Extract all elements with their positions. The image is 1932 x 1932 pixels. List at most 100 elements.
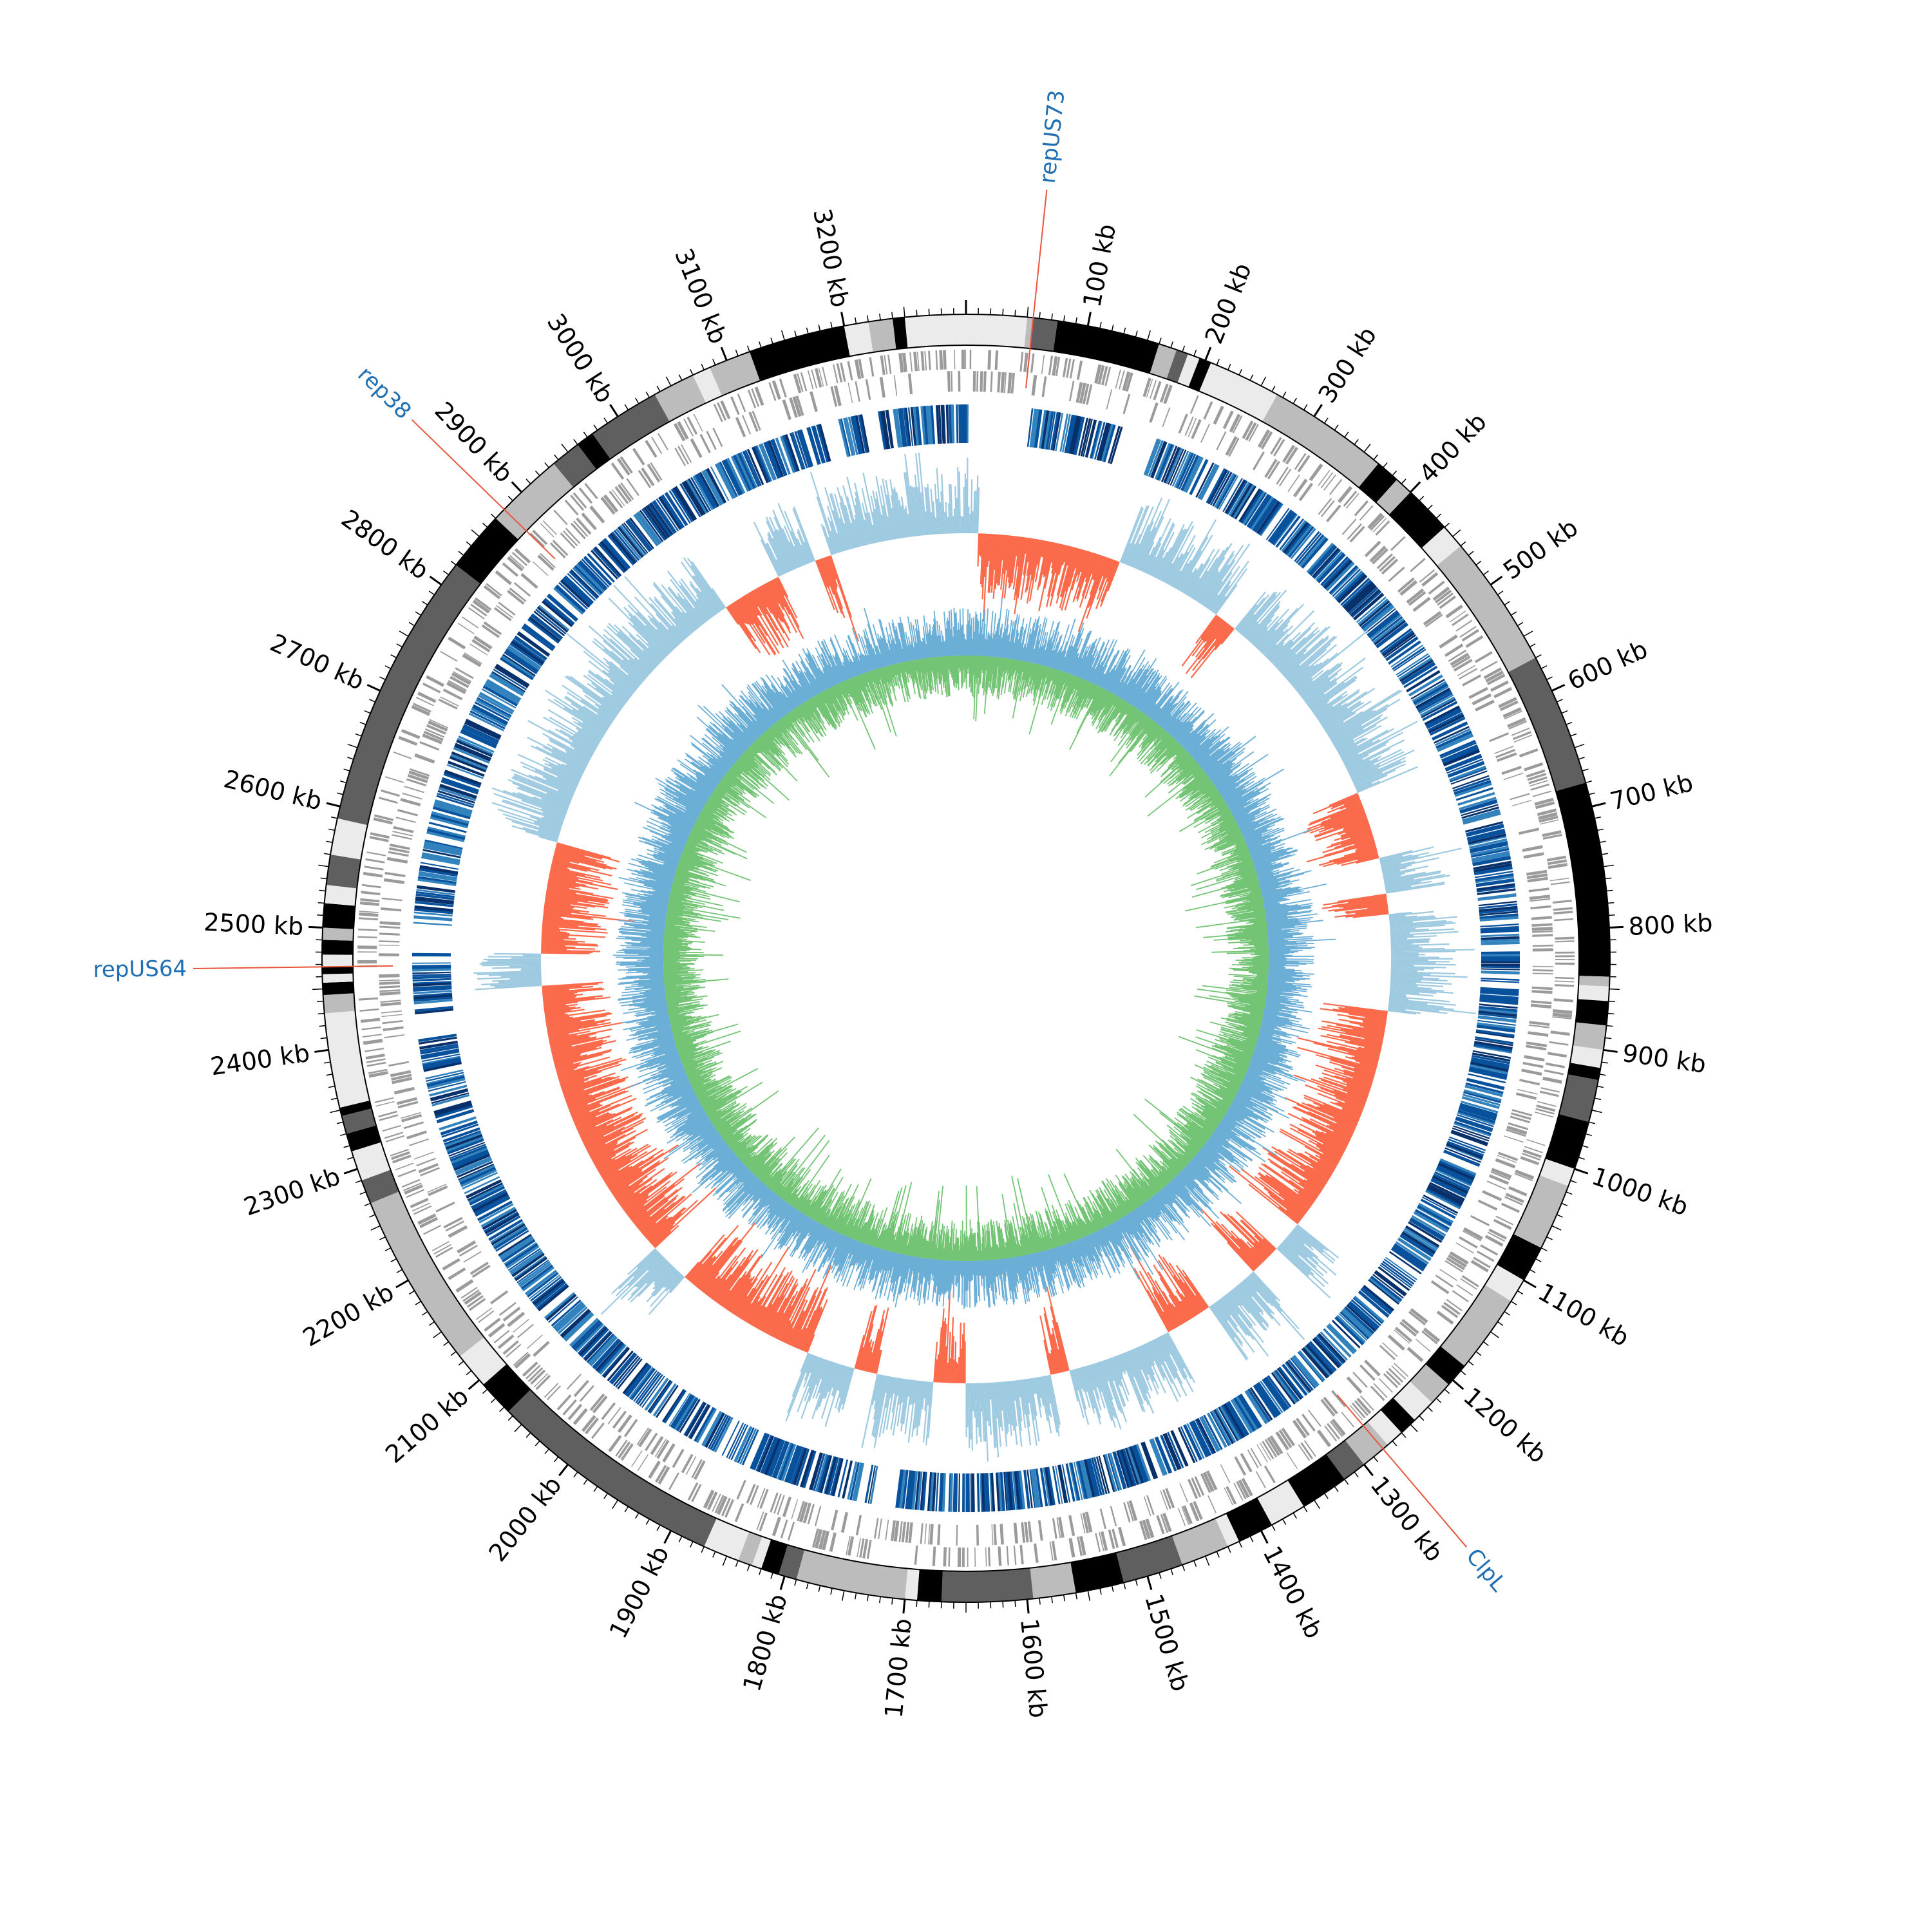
blue-feature-block bbox=[457, 737, 493, 755]
feature-block bbox=[1108, 1530, 1115, 1549]
feature-block bbox=[401, 1179, 421, 1188]
blue-feature-block bbox=[415, 1008, 454, 1015]
blue-feature-block bbox=[592, 1338, 620, 1368]
feature-block bbox=[1394, 1329, 1410, 1344]
skew-bar bbox=[974, 490, 977, 534]
blue-feature-block bbox=[587, 1334, 616, 1365]
blue-feature-block bbox=[1317, 1332, 1347, 1364]
blue-feature-block bbox=[1291, 1356, 1318, 1388]
feature-block bbox=[772, 380, 781, 400]
feature-block bbox=[951, 371, 953, 392]
scale-tick bbox=[319, 1025, 326, 1027]
feature-block bbox=[1526, 769, 1546, 778]
feature-block bbox=[1347, 523, 1362, 540]
scale-tick-label: 200 kb bbox=[1199, 259, 1256, 348]
feature-block bbox=[493, 607, 512, 621]
blue-feature-block bbox=[849, 1462, 860, 1501]
blue-feature-block bbox=[413, 911, 453, 917]
feature-block bbox=[360, 898, 380, 903]
feature-block bbox=[855, 1515, 862, 1536]
blue-feature-block bbox=[726, 1423, 744, 1458]
skew-bar bbox=[1020, 538, 1032, 600]
blue-feature-block bbox=[1374, 1270, 1407, 1296]
blue-feature-block bbox=[1457, 1110, 1496, 1124]
feature-block bbox=[535, 1374, 551, 1390]
ideogram-band bbox=[1555, 782, 1611, 977]
skew-bar bbox=[1315, 1064, 1373, 1083]
feature-block bbox=[690, 438, 703, 459]
blue-feature-block bbox=[900, 408, 907, 447]
feature-block bbox=[422, 734, 442, 744]
feature-block bbox=[991, 1524, 994, 1546]
scale-tick bbox=[818, 1585, 821, 1592]
skew-bar bbox=[1293, 1074, 1367, 1102]
feature-block bbox=[797, 1501, 805, 1522]
blue-feature-block bbox=[1312, 1338, 1341, 1368]
skew-bar bbox=[999, 1381, 1003, 1411]
skew-bar bbox=[1125, 544, 1136, 565]
skew-bar bbox=[938, 1308, 945, 1383]
feature-block bbox=[1024, 1521, 1029, 1543]
feature-block bbox=[414, 753, 435, 764]
blue-feature-block bbox=[770, 439, 787, 477]
ideogram-band bbox=[1262, 394, 1379, 488]
skew-bar bbox=[1350, 751, 1405, 778]
feature-block bbox=[947, 371, 951, 392]
blue-feature-block bbox=[479, 692, 515, 713]
blue-feature-block bbox=[760, 1436, 777, 1473]
blue-feature-block bbox=[530, 1276, 562, 1302]
skew-bar bbox=[1037, 1377, 1045, 1406]
scale-tick bbox=[396, 1269, 402, 1273]
skew-bar bbox=[1390, 938, 1430, 942]
feature-block bbox=[965, 349, 967, 369]
skew-bar bbox=[1345, 1056, 1378, 1066]
feature-block bbox=[359, 917, 379, 921]
blue-feature-block bbox=[1326, 1325, 1356, 1354]
feature-block bbox=[699, 433, 711, 453]
skew-bar bbox=[1324, 813, 1367, 830]
blue-feature-block bbox=[1235, 1396, 1258, 1430]
blue-feature-block bbox=[1277, 1367, 1304, 1399]
blue-feature-block bbox=[1479, 999, 1519, 1005]
blue-feature-block bbox=[1006, 1472, 1013, 1511]
skew-bar bbox=[1345, 911, 1389, 918]
scale-tick bbox=[369, 1214, 375, 1218]
blue-feature-block bbox=[1088, 1458, 1101, 1497]
feature-block bbox=[997, 372, 1001, 393]
blue-feature-block bbox=[692, 475, 715, 511]
blue-feature-block bbox=[459, 1164, 495, 1183]
ideogram-band bbox=[322, 940, 354, 955]
feature-block bbox=[1360, 1395, 1374, 1411]
blue-feature-block bbox=[1434, 726, 1470, 744]
feature-block bbox=[507, 1311, 526, 1327]
blue-feature-block bbox=[415, 897, 454, 905]
blue-feature-block bbox=[1477, 1019, 1516, 1026]
blue-feature-block bbox=[438, 787, 477, 802]
feature-block bbox=[1293, 478, 1308, 498]
skew-bar bbox=[1238, 614, 1255, 633]
skew-bar bbox=[1334, 910, 1389, 918]
blue-feature-block bbox=[484, 1213, 520, 1235]
blue-feature-block bbox=[1396, 653, 1429, 676]
blue-feature-block bbox=[1411, 1215, 1446, 1236]
blue-feature-block bbox=[1450, 1132, 1488, 1146]
feature-block bbox=[1041, 354, 1045, 374]
skew-bar bbox=[1148, 522, 1175, 575]
skew-bar bbox=[1316, 1145, 1341, 1160]
skew-bar bbox=[1348, 1013, 1387, 1020]
feature-block bbox=[770, 1492, 779, 1513]
skew-bar bbox=[1299, 1182, 1320, 1197]
skew-bar bbox=[1080, 551, 1088, 573]
feature-block bbox=[1526, 1139, 1546, 1146]
skew-bar bbox=[1077, 556, 1106, 632]
feature-block bbox=[1555, 955, 1575, 958]
blue-feature-block bbox=[1296, 533, 1322, 564]
blue-feature-block bbox=[519, 1262, 552, 1287]
feature-block bbox=[1531, 916, 1552, 920]
skew-bar bbox=[1204, 618, 1223, 643]
skew-bar bbox=[1182, 569, 1198, 594]
feature-block bbox=[848, 383, 853, 403]
blue-feature-block bbox=[1232, 484, 1255, 519]
blue-feature-block bbox=[1222, 478, 1244, 513]
blue-feature-block bbox=[521, 626, 554, 652]
